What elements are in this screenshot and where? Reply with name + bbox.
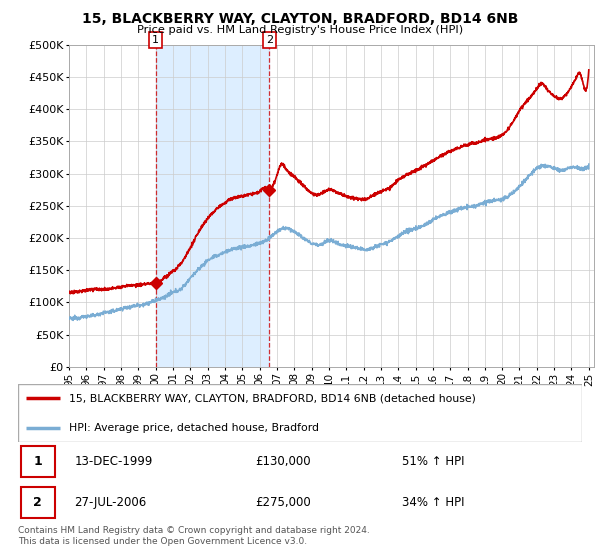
Text: £130,000: £130,000 <box>255 455 311 468</box>
Text: 15, BLACKBERRY WAY, CLAYTON, BRADFORD, BD14 6NB (detached house): 15, BLACKBERRY WAY, CLAYTON, BRADFORD, B… <box>69 393 476 403</box>
Text: 2: 2 <box>266 35 273 45</box>
Text: 1: 1 <box>34 455 42 468</box>
Text: 1: 1 <box>152 35 159 45</box>
Text: £275,000: £275,000 <box>255 496 311 509</box>
Text: 51% ↑ HPI: 51% ↑ HPI <box>401 455 464 468</box>
Text: Price paid vs. HM Land Registry's House Price Index (HPI): Price paid vs. HM Land Registry's House … <box>137 25 463 35</box>
Text: 34% ↑ HPI: 34% ↑ HPI <box>401 496 464 509</box>
Text: HPI: Average price, detached house, Bradford: HPI: Average price, detached house, Brad… <box>69 423 319 433</box>
FancyBboxPatch shape <box>18 384 582 442</box>
Bar <box>155 45 269 367</box>
FancyBboxPatch shape <box>21 487 55 518</box>
Text: 27-JUL-2006: 27-JUL-2006 <box>74 496 146 509</box>
Text: 13-DEC-1999: 13-DEC-1999 <box>74 455 153 468</box>
Text: 2: 2 <box>34 496 42 509</box>
Text: 15, BLACKBERRY WAY, CLAYTON, BRADFORD, BD14 6NB: 15, BLACKBERRY WAY, CLAYTON, BRADFORD, B… <box>82 12 518 26</box>
Text: Contains HM Land Registry data © Crown copyright and database right 2024.
This d: Contains HM Land Registry data © Crown c… <box>18 526 370 546</box>
FancyBboxPatch shape <box>21 446 55 477</box>
